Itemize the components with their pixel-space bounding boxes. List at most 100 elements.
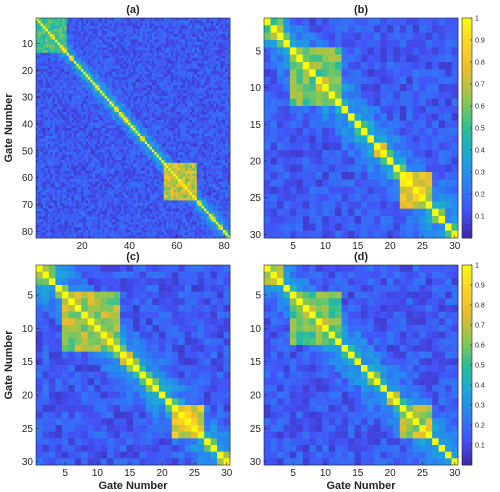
heatmap-cell [227,90,231,94]
heatmap-cell [213,42,217,46]
heatmap-cell [95,162,98,166]
heatmap-cell [40,42,44,46]
heatmap-cell [121,82,124,86]
heatmap-cell [144,31,148,35]
heatmap-cell [173,168,176,172]
heatmap-cell [194,133,198,137]
heatmap-cell [213,146,217,150]
heatmap-cell [137,125,141,129]
heatmap-cell [47,141,51,145]
heatmap-cell [161,23,165,27]
heatmap-cell [69,44,72,48]
heatmap-cell [52,149,56,153]
heatmap-cell [154,68,158,73]
heatmap-cell [109,141,113,145]
heatmap-cell [163,39,167,43]
heatmap-cell [69,63,72,67]
heatmap-cell [57,170,61,174]
heatmap-cell [227,146,231,150]
heatmap-cell [211,133,214,137]
heatmap-cell [109,162,113,166]
heatmap-cell [140,98,143,102]
heatmap-cell [43,146,46,150]
heatmap-cell [133,47,136,51]
heatmap-cell [140,119,143,123]
heatmap-cell [133,114,136,118]
heatmap-cell [128,82,131,86]
heatmap-cell [180,170,184,174]
heatmap-cell [225,52,228,56]
heatmap-cell [213,154,217,158]
heatmap-cell [159,106,162,110]
heatmap-cell [116,20,120,24]
heatmap-cell [135,154,139,158]
heatmap-cell [203,173,207,177]
heatmap-cell [215,101,219,105]
heatmap-cell [85,79,89,83]
heatmap-cell [97,52,101,56]
heatmap-cell [133,109,136,113]
heatmap-cell [175,141,179,145]
heatmap-cell [203,23,207,27]
heatmap-cell [177,119,181,123]
heatmap-cell [201,82,205,86]
heatmap-cell [215,68,219,73]
heatmap-cell [187,98,191,102]
heatmap-cell [45,157,49,161]
heatmap-cell [78,87,82,91]
heatmap-cell [140,130,143,134]
heatmap-cell [114,98,117,102]
heatmap-cell [128,42,131,46]
heatmap-cell [50,154,53,158]
heatmap-cell [125,162,129,166]
heatmap-cell [90,130,94,134]
heatmap-cell [161,34,165,38]
heatmap-cell [40,34,44,38]
heatmap-cell [222,39,226,43]
heatmap-cell [118,82,122,86]
heatmap-cell [102,34,105,38]
heatmap-cell [170,160,174,164]
heatmap-cell [90,63,94,67]
heatmap-cell [185,58,188,62]
heatmap-cell [151,55,155,59]
heatmap-cell [36,52,39,56]
heatmap-cell [222,152,226,156]
heatmap-cell [147,63,150,67]
heatmap-cell [71,31,75,35]
heatmap-cell [92,111,96,115]
heatmap-cell [88,93,91,97]
heatmap-cell [135,52,139,56]
heatmap-cell [66,98,70,102]
heatmap-cell [59,90,63,94]
heatmap-cell [199,47,202,51]
heatmap-cell [227,28,231,32]
heatmap-cell [125,178,129,183]
heatmap-cell [196,36,200,40]
heatmap-cell [159,20,162,24]
heatmap-cell [36,154,39,158]
heatmap-cell [121,146,124,150]
heatmap-cell [57,87,61,91]
heatmap-cell [187,176,191,180]
heatmap-cell [180,71,184,75]
heatmap-cell [161,141,165,145]
heatmap-cell [57,141,61,145]
heatmap-cell [116,26,120,30]
heatmap-cell [76,141,79,145]
heatmap-cell [175,138,179,142]
heatmap-cell [194,26,198,30]
heatmap-cell [69,144,72,148]
heatmap-cell [182,18,186,22]
heatmap-cell [140,82,143,86]
heatmap-cell [151,79,155,83]
heatmap-cell [99,170,103,174]
heatmap-cell [151,178,155,183]
heatmap-cell [128,39,131,43]
heatmap-cell [175,133,179,137]
heatmap-cell [161,50,165,54]
heatmap-cell [57,79,61,83]
heatmap-cell [45,101,49,105]
heatmap-cell [201,42,205,46]
heatmap-cell [218,114,221,118]
